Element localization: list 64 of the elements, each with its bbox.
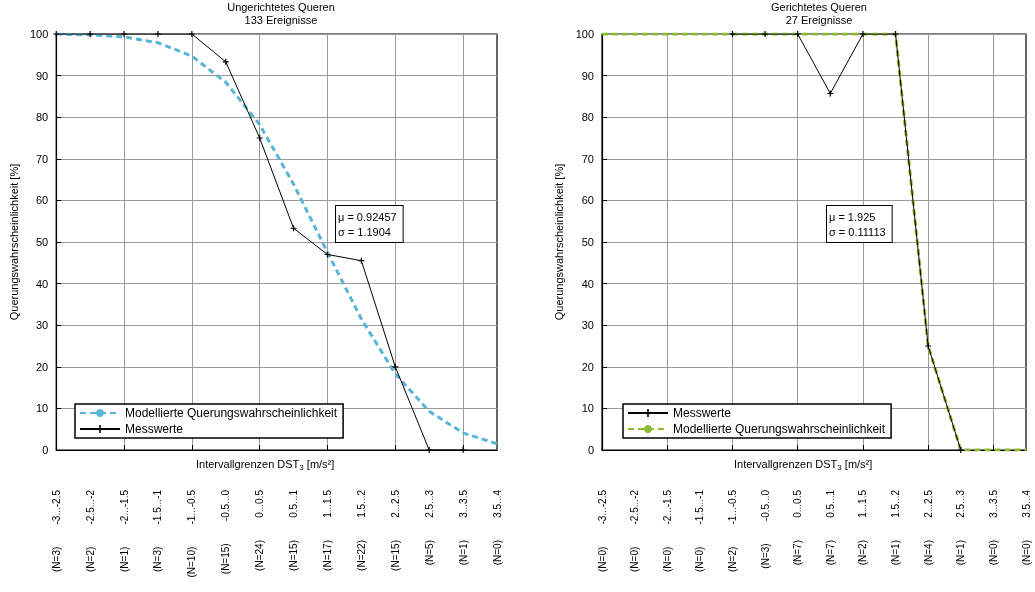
x-tick-label: (N=7) 0...0.5 <box>792 489 804 566</box>
x-tick-label: (N=3) -1.5...-1 <box>152 489 164 572</box>
y-tick-label: 70 <box>581 152 594 165</box>
x-tick-label: (N=2) -2.5...-2 <box>84 489 96 572</box>
annotation: μ = 0.92457 <box>338 210 397 223</box>
x-tick-label: (N=0) -3...-2.5 <box>596 489 608 572</box>
y-tick-label: 10 <box>36 402 49 415</box>
x-tick-label: (N=15) -0.5...0 <box>220 489 232 575</box>
y-tick-label: 80 <box>36 111 49 124</box>
x-tick-label: (N=10) -1...-0.5 <box>186 489 198 578</box>
x-tick-label: (N=7) 0.5...1 <box>824 489 836 566</box>
y-tick-label: 100 <box>29 28 49 40</box>
x-tick-label: (N=0) 3...3.5 <box>987 489 999 566</box>
x-tick-label: (N=24) 0...0.5 <box>254 489 266 571</box>
legend-label: Modellierte Querungswahrscheinlichkeit <box>125 406 338 420</box>
annotation: μ = 1.925 <box>829 210 876 223</box>
y-axis-title: Querungswahrscheinlichkeit [%] <box>553 163 566 321</box>
x-tick-label: (N=1) -2...-1.5 <box>118 489 130 572</box>
chart-title: Ungerichtetes Queren <box>227 0 335 13</box>
y-tick-label: 80 <box>581 111 594 124</box>
y-tick-label: 70 <box>36 152 49 165</box>
y-tick-label: 10 <box>581 402 594 415</box>
y-tick-label: 20 <box>36 360 49 373</box>
y-tick-label: 30 <box>581 319 594 332</box>
y-tick-label: 40 <box>581 277 594 290</box>
y-tick-label: 20 <box>581 360 594 373</box>
chart-title: Gerichtetes Queren <box>771 0 867 13</box>
x-tick-label: (N=0) 3.5...4 <box>491 489 503 566</box>
y-axis-title: Querungswahrscheinlichkeit [%] <box>7 163 20 321</box>
y-tick-label: 0 <box>42 444 49 456</box>
x-tick-label: (N=0) -2.5...-2 <box>629 489 641 572</box>
chart-subtitle: 27 Ereignisse <box>785 13 853 26</box>
x-tick-label: (N=1) 3...3.5 <box>457 489 469 566</box>
y-tick-label: 100 <box>575 28 594 40</box>
y-tick-label: 0 <box>587 444 594 456</box>
x-tick-label: (N=22) 1.5...2 <box>355 489 367 571</box>
x-tick-label: (N=3) -0.5...0 <box>759 489 771 569</box>
legend-label: Modellierte Querungswahrscheinlichkeit <box>673 422 886 436</box>
x-tick-label: (N=5) 2.5...3 <box>423 489 435 566</box>
y-tick-label: 60 <box>36 194 49 207</box>
y-tick-label: 90 <box>581 69 594 82</box>
x-tick-label: (N=0) 3.5...4 <box>1020 489 1032 566</box>
x-tick-label: (N=2) 1...1.5 <box>857 489 869 566</box>
x-tick-label: (N=3) -3...-2.5 <box>50 489 62 572</box>
x-tick-label: (N=0) -1.5...-1 <box>694 489 706 572</box>
x-tick-label: (N=17) 1...1.5 <box>321 489 333 571</box>
y-tick-label: 50 <box>36 236 49 248</box>
y-tick-label: 50 <box>581 236 594 248</box>
legend-label: Messwerte <box>673 406 732 420</box>
x-tick-label: (N=15) 2...2.5 <box>389 489 401 571</box>
legend-label: Messwerte <box>125 422 184 436</box>
chart-subtitle: 133 Ereignisse <box>244 13 318 26</box>
annotation: σ = 0.11113 <box>829 225 886 238</box>
annotation: σ = 1.1904 <box>338 225 391 238</box>
x-tick-label: (N=2) -1...-0.5 <box>726 489 738 572</box>
x-tick-label: (N=15) 0.5...1 <box>288 489 300 571</box>
y-tick-label: 60 <box>581 194 594 207</box>
y-tick-label: 90 <box>36 69 49 82</box>
y-tick-label: 40 <box>36 277 49 290</box>
x-tick-label: (N=4) 2...2.5 <box>922 489 934 566</box>
y-tick-label: 30 <box>36 319 49 332</box>
x-tick-label: (N=1) 1.5...2 <box>890 489 902 566</box>
x-tick-label: (N=1) 2.5...3 <box>955 489 967 566</box>
x-tick-label: (N=0) -2...-1.5 <box>661 489 673 572</box>
